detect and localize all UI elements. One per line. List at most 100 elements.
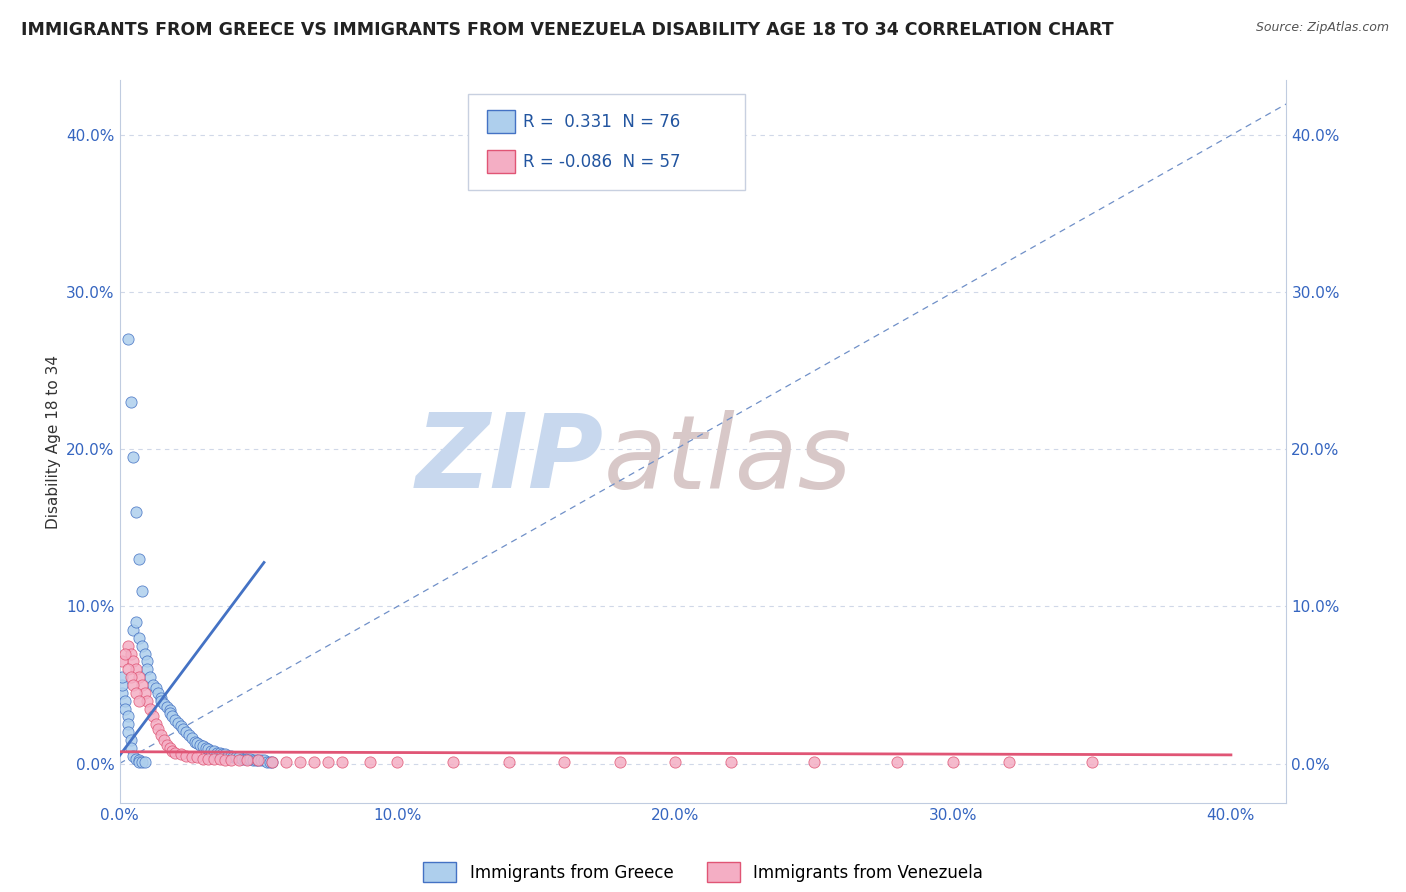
Point	[131, 639, 153, 653]
Point	[172, 722, 194, 736]
Point	[228, 750, 250, 764]
Text: Source: ZipAtlas.com: Source: ZipAtlas.com	[1256, 21, 1389, 34]
Text: R =  0.331  N = 76: R = 0.331 N = 76	[523, 112, 681, 131]
Point	[120, 395, 142, 409]
Point	[247, 753, 270, 767]
Point	[200, 744, 222, 758]
Point	[387, 755, 409, 769]
Text: ZIP: ZIP	[416, 409, 603, 510]
Point	[553, 755, 575, 769]
Point	[359, 755, 381, 769]
Point	[316, 755, 339, 769]
Point	[720, 755, 742, 769]
Point	[225, 750, 247, 764]
Point	[117, 717, 139, 731]
Point	[156, 738, 179, 752]
Point	[208, 752, 231, 766]
Point	[117, 725, 139, 739]
Point	[245, 753, 267, 767]
Point	[128, 755, 150, 769]
Point	[609, 755, 631, 769]
Point	[214, 753, 236, 767]
Point	[150, 728, 173, 742]
Point	[125, 752, 148, 766]
Point	[134, 755, 156, 769]
Point	[231, 752, 253, 766]
Text: IMMIGRANTS FROM GREECE VS IMMIGRANTS FROM VENEZUELA DISABILITY AGE 18 TO 34 CORR: IMMIGRANTS FROM GREECE VS IMMIGRANTS FRO…	[21, 21, 1114, 38]
Point	[169, 747, 191, 761]
Point	[136, 694, 159, 708]
Point	[142, 678, 165, 692]
Point	[136, 662, 159, 676]
Point	[166, 715, 188, 730]
Point	[131, 755, 153, 769]
Point	[114, 694, 136, 708]
Point	[159, 740, 181, 755]
Point	[125, 505, 148, 519]
Point	[262, 755, 284, 769]
Point	[186, 736, 208, 750]
Point	[117, 333, 139, 347]
Point	[208, 746, 231, 760]
Point	[120, 670, 142, 684]
Point	[134, 686, 156, 700]
Point	[165, 746, 187, 760]
Point	[202, 752, 225, 766]
Point	[117, 709, 139, 723]
Point	[180, 731, 202, 746]
Point	[122, 748, 145, 763]
Point	[162, 744, 184, 758]
Point	[262, 755, 284, 769]
Point	[236, 752, 259, 766]
Point	[302, 755, 325, 769]
Point	[145, 717, 167, 731]
Text: atlas: atlas	[603, 409, 852, 509]
Point	[120, 733, 142, 747]
Point	[997, 755, 1019, 769]
Point	[250, 753, 273, 767]
Point	[169, 719, 191, 733]
Point	[142, 709, 165, 723]
Point	[117, 662, 139, 676]
Point	[202, 744, 225, 758]
Point	[191, 739, 214, 754]
Point	[174, 748, 197, 763]
Point	[330, 755, 353, 769]
Point	[128, 631, 150, 645]
Point	[183, 734, 205, 748]
Point	[942, 755, 965, 769]
Point	[122, 623, 145, 637]
Point	[139, 701, 162, 715]
Point	[134, 647, 156, 661]
Point	[128, 753, 150, 767]
Point	[120, 647, 142, 661]
Point	[803, 755, 825, 769]
Point	[194, 740, 217, 755]
Point	[117, 639, 139, 653]
Point	[188, 738, 211, 752]
Point	[162, 709, 184, 723]
Point	[114, 647, 136, 661]
Point	[122, 450, 145, 465]
Point	[122, 655, 145, 669]
Point	[131, 583, 153, 598]
Point	[174, 725, 197, 739]
Point	[153, 697, 176, 711]
Point	[111, 678, 134, 692]
Point	[148, 722, 170, 736]
Point	[205, 746, 228, 760]
Point	[197, 752, 219, 766]
Point	[111, 655, 134, 669]
Y-axis label: Disability Age 18 to 34: Disability Age 18 to 34	[45, 354, 60, 529]
Point	[222, 750, 245, 764]
Point	[153, 733, 176, 747]
Point	[156, 700, 179, 714]
Point	[236, 753, 259, 767]
Point	[125, 662, 148, 676]
Point	[211, 747, 233, 761]
Point	[125, 615, 148, 630]
Point	[239, 752, 262, 766]
Point	[122, 678, 145, 692]
Point	[197, 742, 219, 756]
Point	[111, 670, 134, 684]
